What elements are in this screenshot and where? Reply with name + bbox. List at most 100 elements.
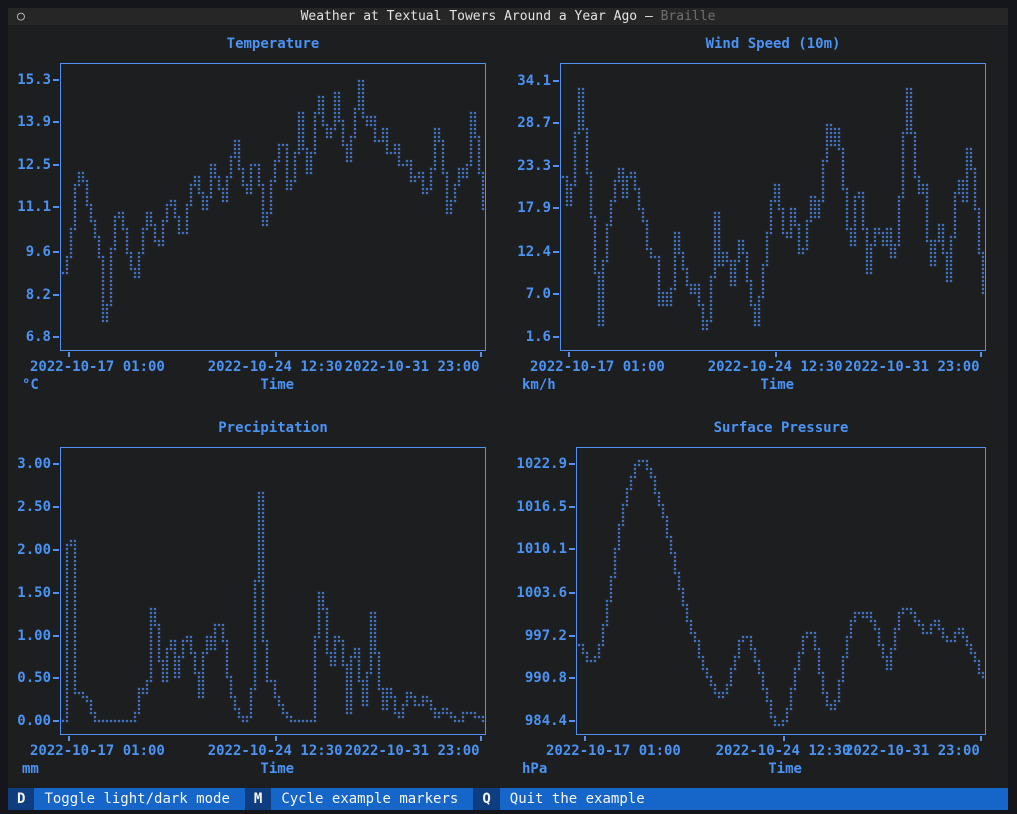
precipitation-y-tick-label: 1.00 <box>17 627 51 644</box>
chart-wind-speed: Wind Speed (10m) 34.1 28.7 23.3 17.9 12.4 7.0 1… <box>508 25 1008 409</box>
surface-pressure-y-tick-label: 990.8 <box>524 670 567 687</box>
precipitation-y-tick-mark <box>53 506 59 508</box>
wind-speed-y-tick-label: 23.3 <box>517 157 551 174</box>
temperature-x-tick-label: 2022-10-24 12:30 <box>207 359 343 375</box>
surface-pressure-x-tick-label: 2022-10-24 12:30 <box>715 743 851 759</box>
temperature-y-tick-mark <box>53 293 59 296</box>
temperature-y-tick-mark <box>53 163 59 166</box>
temperature-y-tick-mark <box>53 121 59 124</box>
surface-pressure-x-axis-label: Time <box>768 761 802 777</box>
wind-speed-y-tick-mark <box>553 250 559 253</box>
surface-pressure-y-tick-mark <box>569 548 575 551</box>
precipitation-y-tick-mark <box>53 634 59 637</box>
surface-pressure-x-tick-mark <box>783 736 786 741</box>
precipitation-unit-label: mm <box>22 761 39 777</box>
wind-speed-x-tick-mark <box>775 352 778 357</box>
wind-speed-plot-canvas <box>561 64 985 350</box>
chart-precipitation: Precipitation 3.00 2.50 2.00 1.50 1.00 0.50 0.0… <box>8 409 508 788</box>
wind-speed-y-tick-label: 17.9 <box>517 200 551 217</box>
precipitation-y-tick-mark <box>53 548 59 551</box>
header: ○ Weather at Textual Towers Around a Yea… <box>8 8 1008 25</box>
footer-action-quit[interactable]: Quit the example <box>509 791 645 807</box>
surface-pressure-y-tick-label: 1016.5 <box>516 498 567 515</box>
wind-speed-y-tick-label: 1.6 <box>525 328 551 345</box>
precipitation-x-tick-mark <box>275 736 278 741</box>
temperature-x-tick-label: 2022-10-17 01:00 <box>30 359 165 375</box>
temperature-title: Temperature <box>226 36 320 52</box>
temperature-x-tick-mark <box>479 352 482 357</box>
precipitation-y-tick-label: 3.00 <box>17 456 51 473</box>
precipitation-y-tick-mark <box>53 591 59 594</box>
app-subtitle: Braille <box>660 9 716 24</box>
footer-key-d[interactable]: D <box>8 788 35 810</box>
wind-speed-x-tick-mark <box>568 352 571 357</box>
precipitation-y-tick-label: 0.00 <box>17 713 51 730</box>
wind-speed-x-tick-mark <box>979 352 982 357</box>
precipitation-x-tick-mark <box>68 736 71 741</box>
wind-speed-y-tick-mark <box>553 335 559 338</box>
wind-speed-y-tick-mark <box>553 207 559 210</box>
wind-speed-y-tick-mark <box>553 293 559 296</box>
wind-speed-y-tick-mark <box>553 79 559 82</box>
temperature-unit-label: °C <box>22 377 39 393</box>
charts-grid: Temperature 15.3 13.9 12.5 11.1 9.6 8.2 6.8 2022… <box>8 25 1008 788</box>
surface-pressure-y-tick-label: 1022.9 <box>516 456 567 473</box>
surface-pressure-x-tick-label: 2022-10-31 23:00 <box>844 743 980 759</box>
temperature-y-tick-mark <box>53 251 59 254</box>
temperature-y-tick-mark <box>53 78 59 81</box>
app-window: ○ Weather at Textual Towers Around a Yea… <box>8 8 1008 810</box>
wind-speed-title: Wind Speed (10m) <box>705 36 841 52</box>
surface-pressure-y-tick-mark <box>569 463 575 466</box>
footer-key-q[interactable]: Q <box>473 788 500 810</box>
surface-pressure-y-tick-label: 1003.6 <box>516 584 567 601</box>
precipitation-plot-frame <box>60 447 486 735</box>
title-separator: — <box>644 9 653 24</box>
surface-pressure-y-tick-label: 984.4 <box>524 712 567 729</box>
precipitation-x-tick-label: 2022-10-17 01:00 <box>30 743 165 759</box>
wind-speed-y-tick-label: 28.7 <box>517 115 551 132</box>
surface-pressure-y-tick-mark <box>569 634 575 637</box>
temperature-x-tick-mark <box>68 352 71 357</box>
footer: D Toggle light/dark mode M Cycle example… <box>8 788 1008 810</box>
wind-speed-x-tick-label: 2022-10-17 01:00 <box>530 359 665 375</box>
surface-pressure-title: Surface Pressure <box>713 420 849 436</box>
surface-pressure-x-tick-mark <box>583 736 586 741</box>
temperature-y-tick-label: 12.5 <box>17 156 51 173</box>
temperature-y-tick-label: 15.3 <box>17 71 51 88</box>
temperature-y-tick-label: 9.6 <box>25 244 51 261</box>
precipitation-y-tick-mark <box>53 677 59 680</box>
precipitation-y-tick-label: 2.50 <box>17 499 51 515</box>
command-palette-icon[interactable]: ○ <box>17 9 25 24</box>
surface-pressure-plot-canvas <box>577 448 985 734</box>
surface-pressure-y-tick-mark <box>569 719 575 722</box>
precipitation-y-tick-label: 2.00 <box>17 541 51 558</box>
temperature-plot-frame <box>60 63 486 351</box>
temperature-y-tick-label: 6.8 <box>25 329 51 346</box>
temperature-x-axis-label: Time <box>260 377 295 393</box>
wind-speed-y-tick-label: 12.4 <box>517 243 551 260</box>
temperature-x-tick-mark <box>275 352 278 357</box>
footer-action-cycle-markers[interactable]: Cycle example markers <box>281 791 459 807</box>
precipitation-plot-canvas <box>61 448 485 734</box>
wind-speed-y-tick-label: 34.1 <box>517 72 551 89</box>
app-title: Weather at Textual Towers Around a Year … <box>8 8 1008 25</box>
precipitation-x-tick-label: 2022-10-31 23:00 <box>344 743 480 759</box>
temperature-y-tick-mark <box>53 206 59 208</box>
chart-temperature: Temperature 15.3 13.9 12.5 11.1 9.6 8.2 6.8 2022… <box>8 25 508 409</box>
wind-speed-x-tick-label: 2022-10-31 23:00 <box>844 359 980 375</box>
temperature-y-tick-label: 11.1 <box>17 199 51 215</box>
wind-speed-y-tick-mark <box>553 164 559 167</box>
chart-surface-pressure: Surface Pressure 1022.9 1016.5 1010.1 1003.6… <box>508 409 1008 788</box>
surface-pressure-y-tick-label: 997.2 <box>524 627 567 644</box>
wind-speed-plot-frame <box>560 63 986 351</box>
surface-pressure-y-tick-label: 1010.1 <box>516 541 567 558</box>
surface-pressure-x-tick-mark <box>979 736 982 741</box>
footer-key-m[interactable]: M <box>244 788 272 810</box>
app-title-text: Weather at Textual Towers Around a Year … <box>300 9 638 24</box>
footer-action-toggle-dark-mode[interactable]: Toggle light/dark mode <box>44 791 230 807</box>
surface-pressure-plot-frame <box>576 447 986 735</box>
precipitation-title: Precipitation <box>218 420 328 436</box>
precipitation-y-tick-mark <box>53 720 59 723</box>
wind-speed-y-tick-label: 7.0 <box>525 286 551 303</box>
temperature-y-tick-label: 8.2 <box>25 286 51 303</box>
